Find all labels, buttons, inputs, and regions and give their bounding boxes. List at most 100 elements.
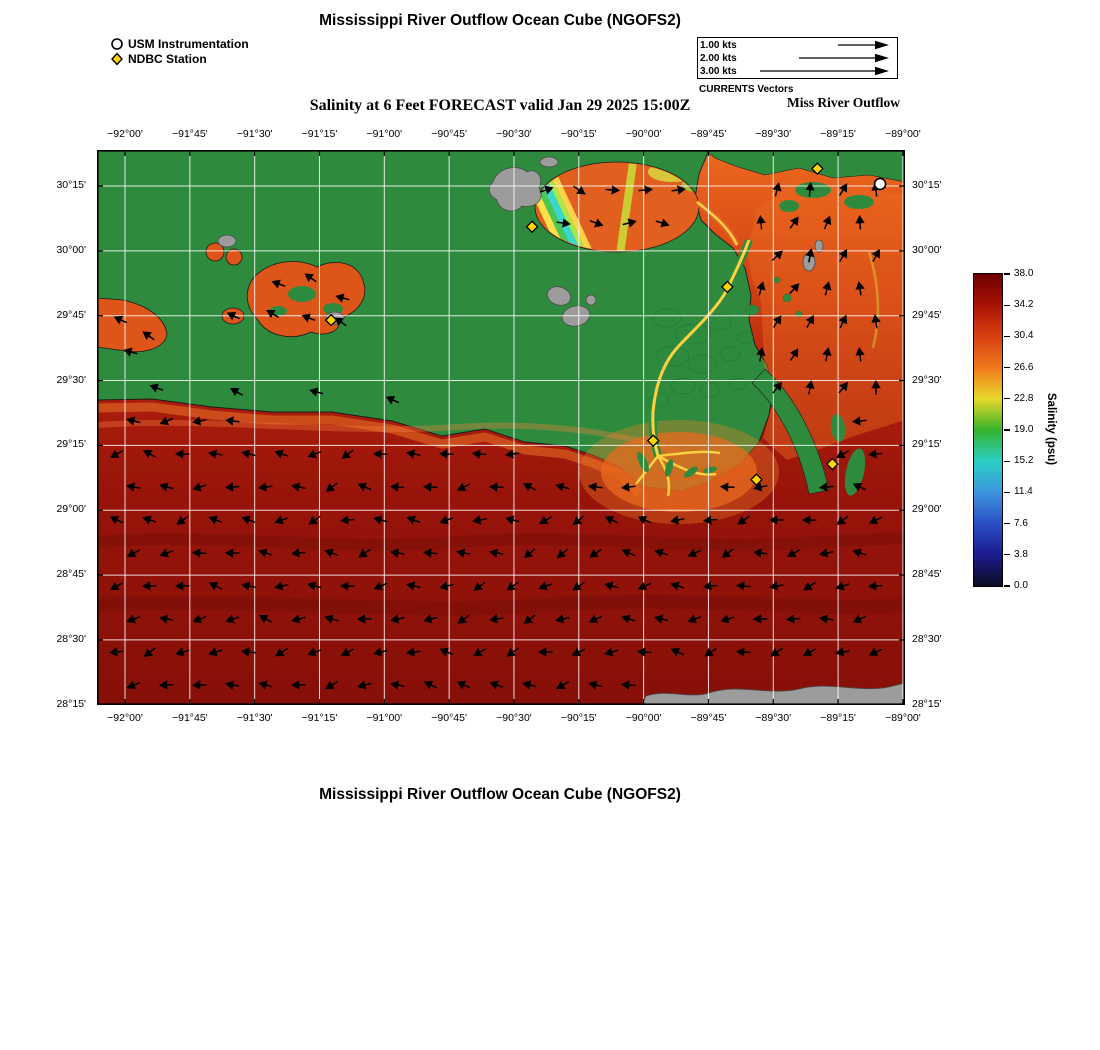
currents-caption: CURRENTS Vectors: [699, 84, 794, 95]
river-channels: [635, 199, 880, 497]
axis-tick-label: 29°30': [912, 373, 942, 386]
colorbar-tick-mark: [1004, 273, 1010, 275]
axis-tick-label: 30°00': [912, 243, 942, 256]
colorbar-tick-mark: [1004, 491, 1010, 494]
colorbar-tick-label: 0.0: [1014, 580, 1028, 591]
colorbar-tick-label: 26.6: [1014, 361, 1034, 373]
axis-tick-label: −90°45': [431, 128, 467, 140]
current-speed-arrow-icon: [799, 53, 889, 63]
colorbar-tick-label: 7.6: [1014, 517, 1028, 529]
axis-tick-label: −89°30': [755, 128, 792, 140]
ndbc-station-marker: [720, 280, 734, 294]
axis-tick-label: −91°15': [301, 712, 338, 724]
axis-tick-label: 28°45': [56, 568, 86, 581]
current-vectors: [108, 181, 883, 690]
axis-tick-label: 29°45': [56, 308, 86, 321]
ndbc-station-marker: [810, 162, 824, 176]
colorbar-tick-label: 11.4: [1014, 486, 1033, 498]
axis-tick-label: −89°00': [885, 128, 921, 140]
axis-tick-label: −90°15': [560, 712, 597, 724]
axis-tick-label: 28°45': [912, 568, 942, 581]
current-speed-row: 2.00 kts: [700, 52, 895, 64]
current-speed-arrow-icon: [838, 40, 889, 50]
axis-tick-label: −91°30': [236, 712, 273, 724]
axis-tick-label: −89°15': [820, 128, 856, 140]
colorbar-tick-label: 30.4: [1014, 330, 1034, 342]
lon-axis-top: −92°00' −91°45' −91°30' −91°15' −91°00' −90°4…: [97, 127, 921, 141]
colorbar-ticks: 38.0 34.2 30.4 26.6 22.8 19.0 15.2 11.4 7.6 3.8 0.…: [1004, 268, 1064, 591]
map-border: [97, 150, 906, 706]
current-speed-label: 2.00 kts: [700, 52, 737, 64]
colorbar-tick-label: 38.0: [1014, 268, 1034, 279]
axis-tick-label: 29°15': [912, 438, 942, 451]
coastal-shelf-band: [96, 402, 644, 498]
axis-tick-label: −90°00': [625, 128, 662, 140]
colorbar-tick-mark: [1004, 522, 1010, 525]
lat-axis-left: 30°15' 30°00' 29°45' 29°30' 29°15' 29°00' 28°4…: [0, 150, 92, 710]
bottom-title: Mississippi River Outflow Ocean Cube (NG…: [319, 786, 681, 803]
axis-tick-label: 29°00': [56, 503, 86, 516]
main-title: Mississippi River Outflow Ocean Cube (NG…: [319, 12, 681, 29]
axis-tick-label: −91°00': [366, 712, 403, 724]
axis-tick-label: −90°30': [496, 712, 532, 724]
ndbc-station-marker: [749, 473, 763, 487]
colorbar-label: Salinity (psu): [1045, 392, 1057, 466]
map-canvas: [96, 149, 906, 706]
gulf-wave-3: [96, 532, 906, 551]
axis-tick-label: 29°45': [912, 308, 942, 321]
axis-tick-label: −90°30': [496, 128, 532, 140]
axis-tick-label: −91°45': [171, 128, 208, 140]
station-legend: USM Instrumentation NDBC Station: [110, 36, 249, 66]
axis-tick-label: −90°45': [431, 712, 467, 724]
colorbar-tick-label: 34.2: [1014, 299, 1034, 311]
current-speed-label: 1.00 kts: [700, 39, 737, 51]
colorbar-tick-mark: [1004, 398, 1010, 400]
colorbar-tick-mark: [1004, 366, 1010, 369]
miss-river-outflow-label: Miss River Outflow: [787, 95, 900, 110]
colorbar-gradient: [973, 273, 1003, 587]
axis-tick-label: −90°00': [625, 712, 662, 724]
ndbc-diamond-icon: [111, 51, 123, 66]
colorbar-tick-label: 22.8: [1014, 392, 1034, 404]
ndbc-legend-label: NDBC Station: [128, 51, 207, 66]
colorbar-tick-mark: [1004, 335, 1010, 338]
axis-tick-label: 28°30': [912, 632, 942, 645]
ndbc-station-marker: [646, 434, 660, 448]
ndbc-legend-row: NDBC Station: [110, 51, 249, 66]
sound-water-highlight: [747, 180, 905, 460]
current-speed-label: 3.00 kts: [700, 65, 737, 77]
axis-tick-label: −91°30': [236, 128, 273, 140]
currents-vector-legend-box: 1.00 kts 2.00 kts 3.00 kts: [697, 37, 898, 79]
axis-tick-label: −91°00': [366, 128, 403, 140]
axis-tick-label: −89°45': [690, 128, 727, 140]
axis-tick-label: 29°30': [56, 373, 86, 386]
axis-tick-label: −89°45': [690, 712, 727, 724]
colorbar-tick-label: 19.0: [1014, 424, 1034, 435]
colorbar-tick-mark: [1004, 554, 1010, 556]
axis-tick-label: 28°30': [56, 632, 86, 645]
colorbar-tick-mark: [1004, 460, 1010, 462]
current-speed-arrow-icon: [760, 66, 889, 76]
current-speed-row: 3.00 kts: [700, 65, 895, 77]
usm-station-marker: [873, 177, 887, 191]
map: [96, 149, 906, 706]
north-shore-land: [704, 149, 906, 212]
usm-circle-icon: [111, 37, 123, 50]
station-markers: [324, 162, 887, 487]
axis-tick-label: −91°15': [301, 128, 338, 140]
colorbar-tick-mark: [1004, 585, 1010, 587]
barrier-island-arc: [867, 251, 880, 349]
axis-tick-label: 28°15': [56, 697, 86, 710]
colorbar-tick-label: 3.8: [1014, 548, 1028, 560]
ndbc-station-marker: [525, 220, 539, 234]
plot-subtitle: Salinity at 6 Feet FORECAST valid Jan 29…: [309, 97, 691, 114]
axis-tick-label: 30°15': [56, 179, 86, 192]
axis-tick-label: −89°30': [755, 712, 792, 724]
axis-tick-label: −89°15': [820, 712, 856, 724]
usm-legend-row: USM Instrumentation: [110, 36, 249, 51]
axis-tick-label: −92°00': [107, 712, 143, 724]
axis-tick-label: −92°00': [107, 128, 143, 140]
axis-tick-label: 30°15': [912, 179, 942, 192]
usm-legend-label: USM Instrumentation: [128, 36, 249, 51]
